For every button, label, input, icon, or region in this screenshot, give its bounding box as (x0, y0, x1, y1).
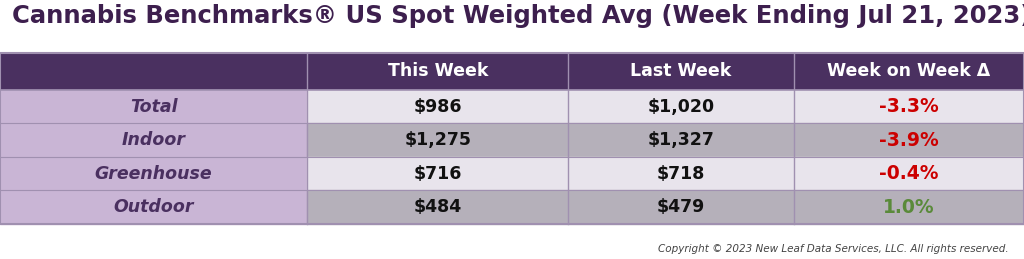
Text: $484: $484 (414, 198, 462, 216)
Text: $1,327: $1,327 (647, 131, 715, 149)
Text: 1.0%: 1.0% (883, 198, 935, 217)
Text: $1,275: $1,275 (404, 131, 471, 149)
Text: Copyright © 2023 New Leaf Data Services, LLC. All rights reserved.: Copyright © 2023 New Leaf Data Services,… (658, 244, 1009, 254)
Text: -3.3%: -3.3% (879, 97, 939, 116)
Text: Week on Week Δ: Week on Week Δ (827, 62, 990, 81)
Text: Cannabis Benchmarks® US Spot Weighted Avg (Week Ending Jul 21, 2023): Cannabis Benchmarks® US Spot Weighted Av… (12, 4, 1024, 28)
Text: This Week: This Week (387, 62, 488, 81)
Text: Greenhouse: Greenhouse (95, 165, 212, 183)
Text: $716: $716 (414, 165, 462, 183)
Text: -3.9%: -3.9% (879, 131, 939, 150)
Text: $1,020: $1,020 (647, 98, 715, 116)
Text: Outdoor: Outdoor (114, 198, 194, 216)
Text: -0.4%: -0.4% (879, 164, 939, 183)
Text: Total: Total (130, 98, 177, 116)
Text: Last Week: Last Week (631, 62, 731, 81)
Text: Indoor: Indoor (122, 131, 185, 149)
Text: $479: $479 (656, 198, 706, 216)
Text: $718: $718 (656, 165, 706, 183)
Text: $986: $986 (414, 98, 462, 116)
